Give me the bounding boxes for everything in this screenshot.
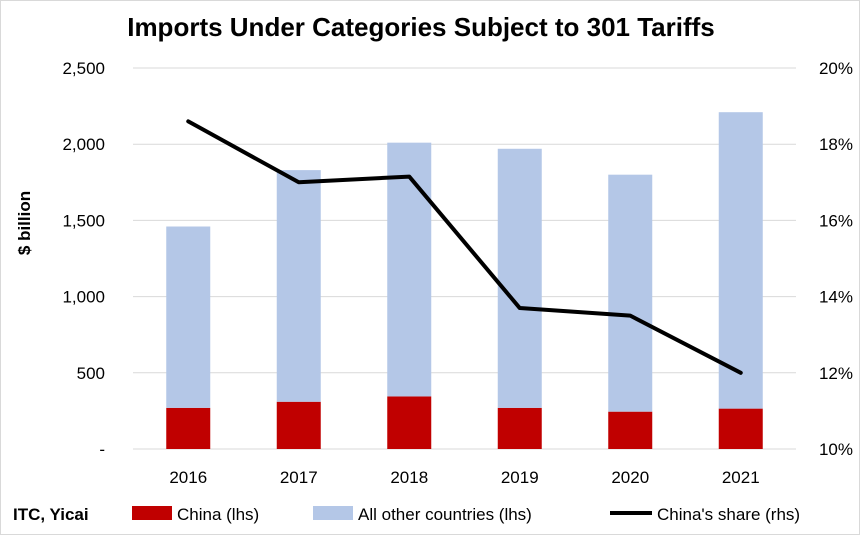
x-tick-label-2021: 2021 bbox=[722, 468, 760, 487]
bar-other-2019 bbox=[497, 148, 542, 408]
bars bbox=[166, 112, 763, 449]
bar-other-2021 bbox=[718, 112, 763, 409]
share-line bbox=[186, 119, 743, 375]
right-axis-ticks: 10% 12% 14% 16% 18% 20% bbox=[819, 59, 853, 459]
source-note: ITC, Yicai bbox=[13, 505, 89, 524]
right-tick-label-3: 16% bbox=[819, 211, 853, 230]
left-tick-label-0: - bbox=[99, 440, 105, 459]
legend-label-china: China (lhs) bbox=[177, 505, 259, 524]
legend-swatch-china bbox=[132, 506, 172, 520]
left-tick-label-5: 2,500 bbox=[62, 59, 105, 78]
bar-china-2018 bbox=[387, 396, 432, 449]
bar-china-2017 bbox=[276, 401, 321, 449]
x-axis-ticks: 2016 2017 2018 2019 2020 2021 bbox=[169, 468, 759, 487]
bar-china-2020 bbox=[608, 411, 653, 449]
bar-china-2016 bbox=[166, 407, 211, 449]
x-tick-label-2018: 2018 bbox=[390, 468, 428, 487]
left-tick-label-3: 1,500 bbox=[62, 211, 105, 230]
legend-swatch-other bbox=[313, 506, 353, 520]
legend-label-share: China's share (rhs) bbox=[657, 505, 800, 524]
x-tick-label-2019: 2019 bbox=[501, 468, 539, 487]
gridlines bbox=[133, 67, 796, 450]
right-tick-label-5: 20% bbox=[819, 59, 853, 78]
left-tick-label-4: 2,000 bbox=[62, 135, 105, 154]
bar-other-2017 bbox=[276, 170, 321, 402]
left-axis-ticks: - 500 1,000 1,500 2,000 2,500 bbox=[62, 59, 105, 459]
right-tick-label-0: 10% bbox=[819, 440, 853, 459]
legend: China (lhs) All other countries (lhs) Chin… bbox=[132, 505, 800, 524]
left-tick-label-1: 500 bbox=[77, 364, 105, 383]
right-tick-label-4: 18% bbox=[819, 135, 853, 154]
bar-other-2018 bbox=[387, 142, 432, 397]
x-tick-label-2020: 2020 bbox=[611, 468, 649, 487]
bar-china-2019 bbox=[497, 407, 542, 449]
bar-china-2021 bbox=[718, 408, 763, 449]
chart-title: Imports Under Categories Subject to 301 … bbox=[127, 12, 715, 42]
bar-other-2016 bbox=[166, 226, 211, 408]
left-tick-label-2: 1,000 bbox=[62, 288, 105, 307]
china-share-line bbox=[186, 119, 743, 375]
right-tick-label-2: 14% bbox=[819, 288, 853, 307]
right-tick-label-1: 12% bbox=[819, 364, 853, 383]
bar-other-2020 bbox=[608, 174, 653, 412]
x-tick-label-2016: 2016 bbox=[169, 468, 207, 487]
legend-label-other: All other countries (lhs) bbox=[358, 505, 532, 524]
y-axis-label: $ billion bbox=[15, 191, 34, 255]
x-tick-label-2017: 2017 bbox=[280, 468, 318, 487]
